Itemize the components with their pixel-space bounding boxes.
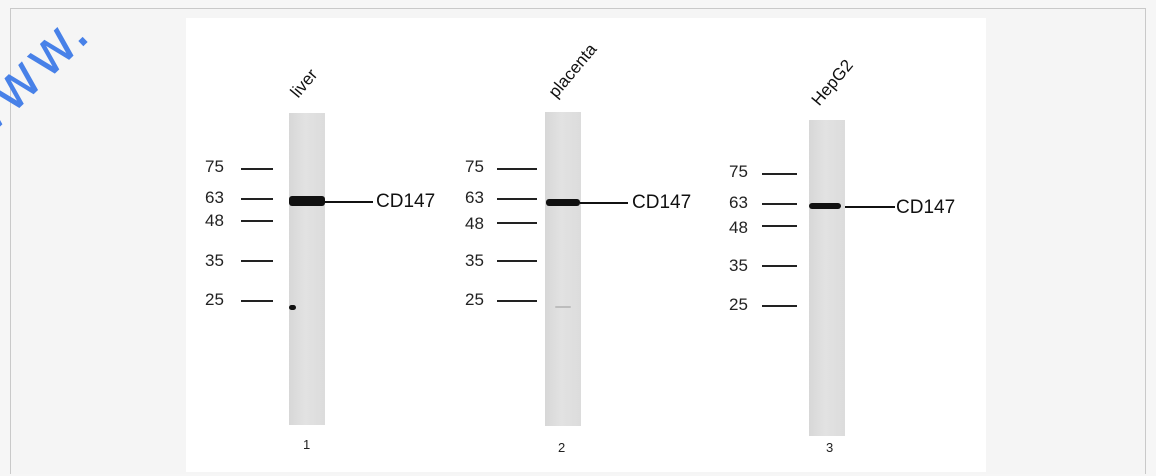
marker-tick (497, 300, 537, 302)
marker-48: 48 (205, 211, 224, 230)
protein-band-cd147 (546, 199, 580, 206)
lane-number-3: 3 (826, 440, 834, 455)
lane-number-1: 1 (303, 437, 311, 452)
blot-lane-2 (545, 112, 581, 426)
minor-band (555, 306, 571, 308)
marker-tick (241, 220, 273, 222)
marker-75: 75 (465, 157, 484, 176)
marker-63: 63 (205, 188, 224, 207)
marker-tick (241, 168, 273, 170)
marker-25: 25 (205, 290, 224, 309)
marker-48: 48 (729, 218, 748, 237)
marker-48: 48 (465, 214, 484, 233)
marker-tick (497, 222, 537, 224)
marker-tick (241, 198, 273, 200)
marker-35: 35 (465, 251, 484, 270)
band-leader-line (325, 201, 373, 203)
marker-25: 25 (729, 295, 748, 314)
marker-tick (762, 173, 797, 175)
marker-tick (762, 305, 797, 307)
band-leader-line (580, 202, 628, 204)
minor-band (289, 305, 296, 310)
marker-tick (241, 300, 273, 302)
marker-75: 75 (205, 157, 224, 176)
lane-number-2: 2 (558, 440, 566, 455)
marker-tick (762, 225, 797, 227)
protein-label-cd147: CD147 (632, 192, 692, 213)
band-leader-line (845, 206, 895, 208)
marker-tick (497, 260, 537, 262)
protein-label-cd147: CD147 (376, 191, 436, 212)
marker-35: 35 (729, 256, 748, 275)
marker-25: 25 (465, 290, 484, 309)
marker-tick (497, 168, 537, 170)
protein-band-cd147 (289, 196, 325, 206)
marker-tick (241, 260, 273, 262)
protein-band-cd147 (809, 203, 841, 209)
blot-lane-3 (809, 120, 845, 436)
protein-label-cd147: CD147 (896, 197, 956, 218)
marker-35: 35 (205, 251, 224, 270)
blot-lane-1 (289, 113, 325, 425)
marker-75: 75 (729, 162, 748, 181)
marker-63: 63 (465, 188, 484, 207)
marker-63: 63 (729, 193, 748, 212)
marker-tick (762, 265, 797, 267)
marker-tick (762, 203, 797, 205)
marker-tick (497, 198, 537, 200)
